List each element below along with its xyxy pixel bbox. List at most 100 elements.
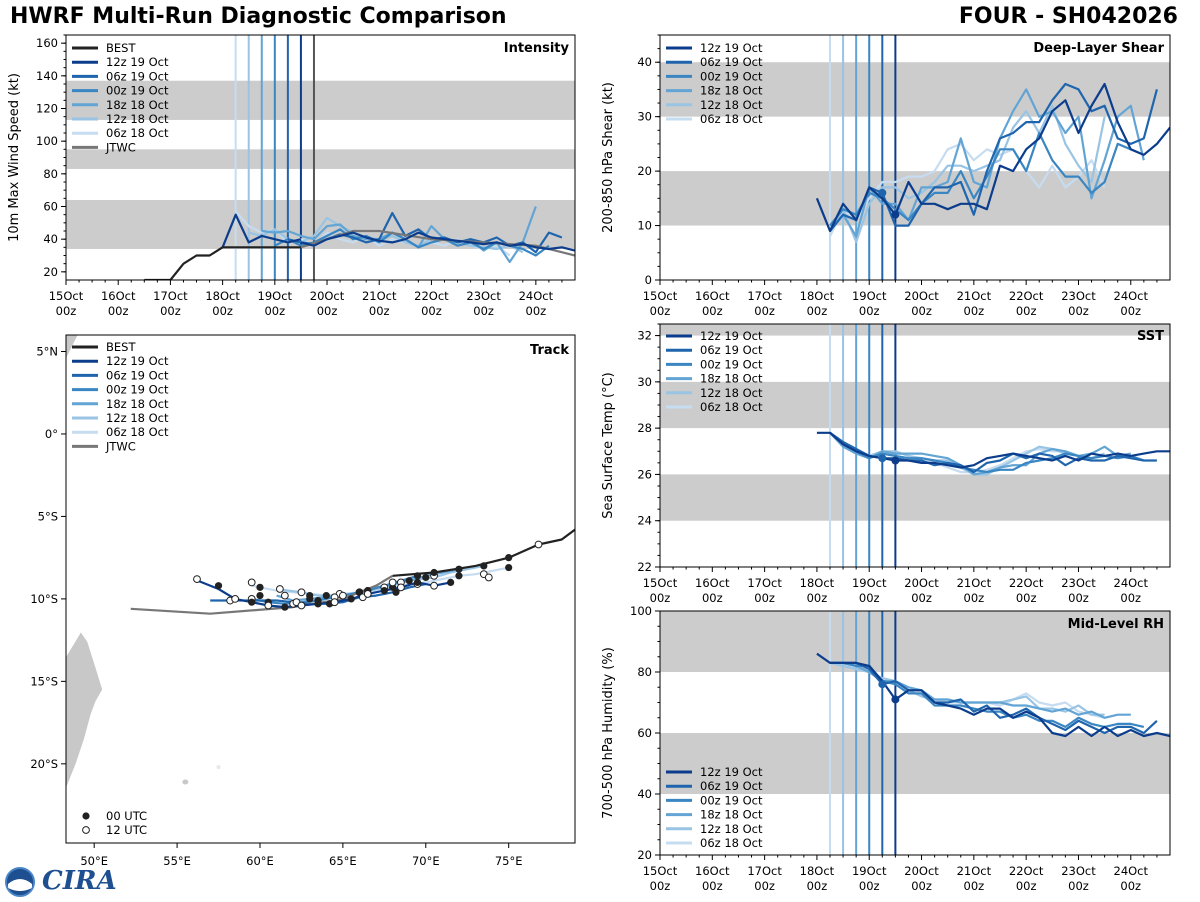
intensity-xtick-label: 16Oct (101, 289, 136, 303)
mauritius-island (216, 765, 221, 770)
rh-xtick-label: 17Oct (747, 864, 782, 878)
shear-ytick-label: 20 (637, 164, 652, 178)
rh-xtick-label: 00z (1016, 879, 1037, 893)
track-map-area (66, 335, 575, 789)
sst-xtick-label: 00z (1120, 591, 1141, 605)
sst-xtick-label: 00z (702, 591, 723, 605)
rh-legend-label-12z-19-oct: 12z 19 Oct (700, 765, 763, 779)
shear-xtick-label: 23Oct (1061, 289, 1096, 303)
track-marker-00-06z-19-oct (392, 588, 400, 596)
track-ytick-label: 10°S (30, 592, 58, 606)
sst-legend-label-06z-18-oct: 06z 18 Oct (700, 400, 763, 414)
africa-land (66, 335, 78, 359)
rh-xtick-label: 23Oct (1061, 864, 1096, 878)
shear-ytick-label: 30 (637, 110, 652, 124)
track-marker-00-06z-18-oct (322, 591, 330, 600)
shear-ylabel: 200-850 hPa Shear (kt) (601, 82, 616, 233)
shear-xtick-label: 00z (650, 304, 671, 318)
track-legend-12-marker (82, 826, 90, 834)
panel-intensity: 2040608010012014016015Oct00z16Oct00z17Oc… (7, 34, 576, 318)
sst-band-0 (660, 474, 1170, 521)
intensity-xtick-label: 00z (317, 304, 338, 318)
sst-frame (659, 323, 1171, 568)
sst-xtick-label: 15Oct (643, 576, 678, 590)
shear-xtick-label: 20Oct (904, 289, 939, 303)
track-legend-label-06z-18-oct: 06z 18 Oct (106, 425, 169, 439)
intensity-legend-label-jtwc: JTWC (105, 140, 136, 154)
shear-xtick-label: 00z (1016, 304, 1037, 318)
rh-xtick-label: 22Oct (1009, 864, 1044, 878)
noaa-logo-icon (5, 867, 35, 897)
sst-xtick-label: 18Oct (800, 576, 835, 590)
intensity-xtick-label: 23Oct (466, 289, 501, 303)
track-legend-label-12z-19-oct: 12z 19 Oct (106, 354, 169, 368)
intensity-xtick-label: 24Oct (519, 289, 554, 303)
sst-prev-marker (878, 454, 887, 463)
sst-line-12z-19-oct (816, 431, 1170, 469)
intensity-band-2 (66, 80, 575, 120)
rh-ytick-label: 40 (637, 787, 652, 801)
intensity-xtick-label: 18Oct (205, 289, 240, 303)
sst-ytick-label: 28 (637, 421, 652, 435)
intensity-ylabel: 10m Max Wind Speed (kt) (7, 73, 22, 242)
track-marker-00-12z-19-oct (347, 595, 355, 603)
intensity-ytick-label: 60 (43, 200, 58, 214)
sst-xtick-label: 23Oct (1061, 576, 1096, 590)
track-marker-00-12z-19-oct (447, 578, 455, 587)
intensity-xtick-label: 00z (473, 304, 494, 318)
intensity-xtick-label: 20Oct (310, 289, 345, 303)
track-marker-12-12z-19-oct (397, 583, 405, 592)
intensity-xtick-label: 00z (160, 304, 181, 318)
sst-legend-label-00z-19-oct: 00z 19 Oct (700, 357, 763, 371)
sst-xtick-label: 00z (807, 591, 828, 605)
shear-title: Deep-Layer Shear (1033, 41, 1164, 56)
track-marker-12-18z-18-oct (280, 591, 289, 600)
shear-xtick-label: 00z (1120, 304, 1141, 318)
track-marker-12-12z-19-oct (430, 581, 438, 590)
track-marker-12-best (534, 540, 543, 549)
shear-line-18z-18-oct (829, 88, 1145, 238)
intensity-xtick-label: 22Oct (414, 289, 449, 303)
shear-current-marker (891, 210, 900, 219)
sst-ytick-label: 26 (637, 467, 652, 481)
sst-legend-label-12z-18-oct: 12z 18 Oct (700, 386, 763, 400)
shear-band-1 (660, 62, 1170, 117)
rh-xtick-label: 19Oct (852, 864, 887, 878)
madagascar-land (66, 631, 103, 789)
sst-current-marker (891, 456, 900, 465)
track-legend-label-06z-19-oct: 06z 19 Oct (106, 368, 169, 382)
rh-ytick-label: 20 (637, 848, 652, 862)
sst-xtick-label: 24Oct (1114, 576, 1149, 590)
rh-legend-label-12z-18-oct: 12z 18 Oct (700, 822, 763, 836)
track-marker-00-12z-18-oct (480, 562, 488, 570)
track-marker-00-12z-19-oct (413, 578, 422, 587)
track-marker-00-best (430, 568, 438, 577)
intensity-xtick-label: 21Oct (362, 289, 397, 303)
rh-band-0 (660, 733, 1170, 794)
intensity-xtick-label: 00z (264, 304, 285, 318)
rh-xtick-label: 00z (859, 879, 880, 893)
intensity-ytick-label: 120 (36, 102, 58, 116)
sst-xtick-label: 00z (859, 591, 880, 605)
rh-xtick-label: 18Oct (800, 864, 835, 878)
sst-legend-label-12z-19-oct: 12z 19 Oct (700, 329, 763, 343)
track-frame (65, 334, 576, 844)
intensity-xtick-label: 00z (421, 304, 442, 318)
rh-xtick-label: 21Oct (957, 864, 992, 878)
shear-ytick-label: 40 (637, 55, 652, 69)
track-marker-00-12z-18-oct (422, 573, 430, 582)
sst-band-2 (660, 324, 1170, 336)
intensity-xtick-label: 15Oct (49, 289, 84, 303)
shear-ytick-label: 10 (637, 219, 652, 233)
shear-band-0 (660, 171, 1170, 226)
rh-xtick-label: 00z (1068, 879, 1089, 893)
intensity-ytick-label: 80 (43, 167, 58, 181)
track-marker-12-12z-19-oct (330, 598, 339, 607)
track-marker-12-12z-18-oct (484, 573, 493, 582)
track-ytick-label: 15°S (30, 674, 58, 688)
track-line-06z-18-oct (251, 566, 509, 597)
intensity-plot-area (66, 35, 575, 280)
shear-xtick-label: 00z (754, 304, 775, 318)
rh-ytick-label: 60 (637, 726, 652, 740)
